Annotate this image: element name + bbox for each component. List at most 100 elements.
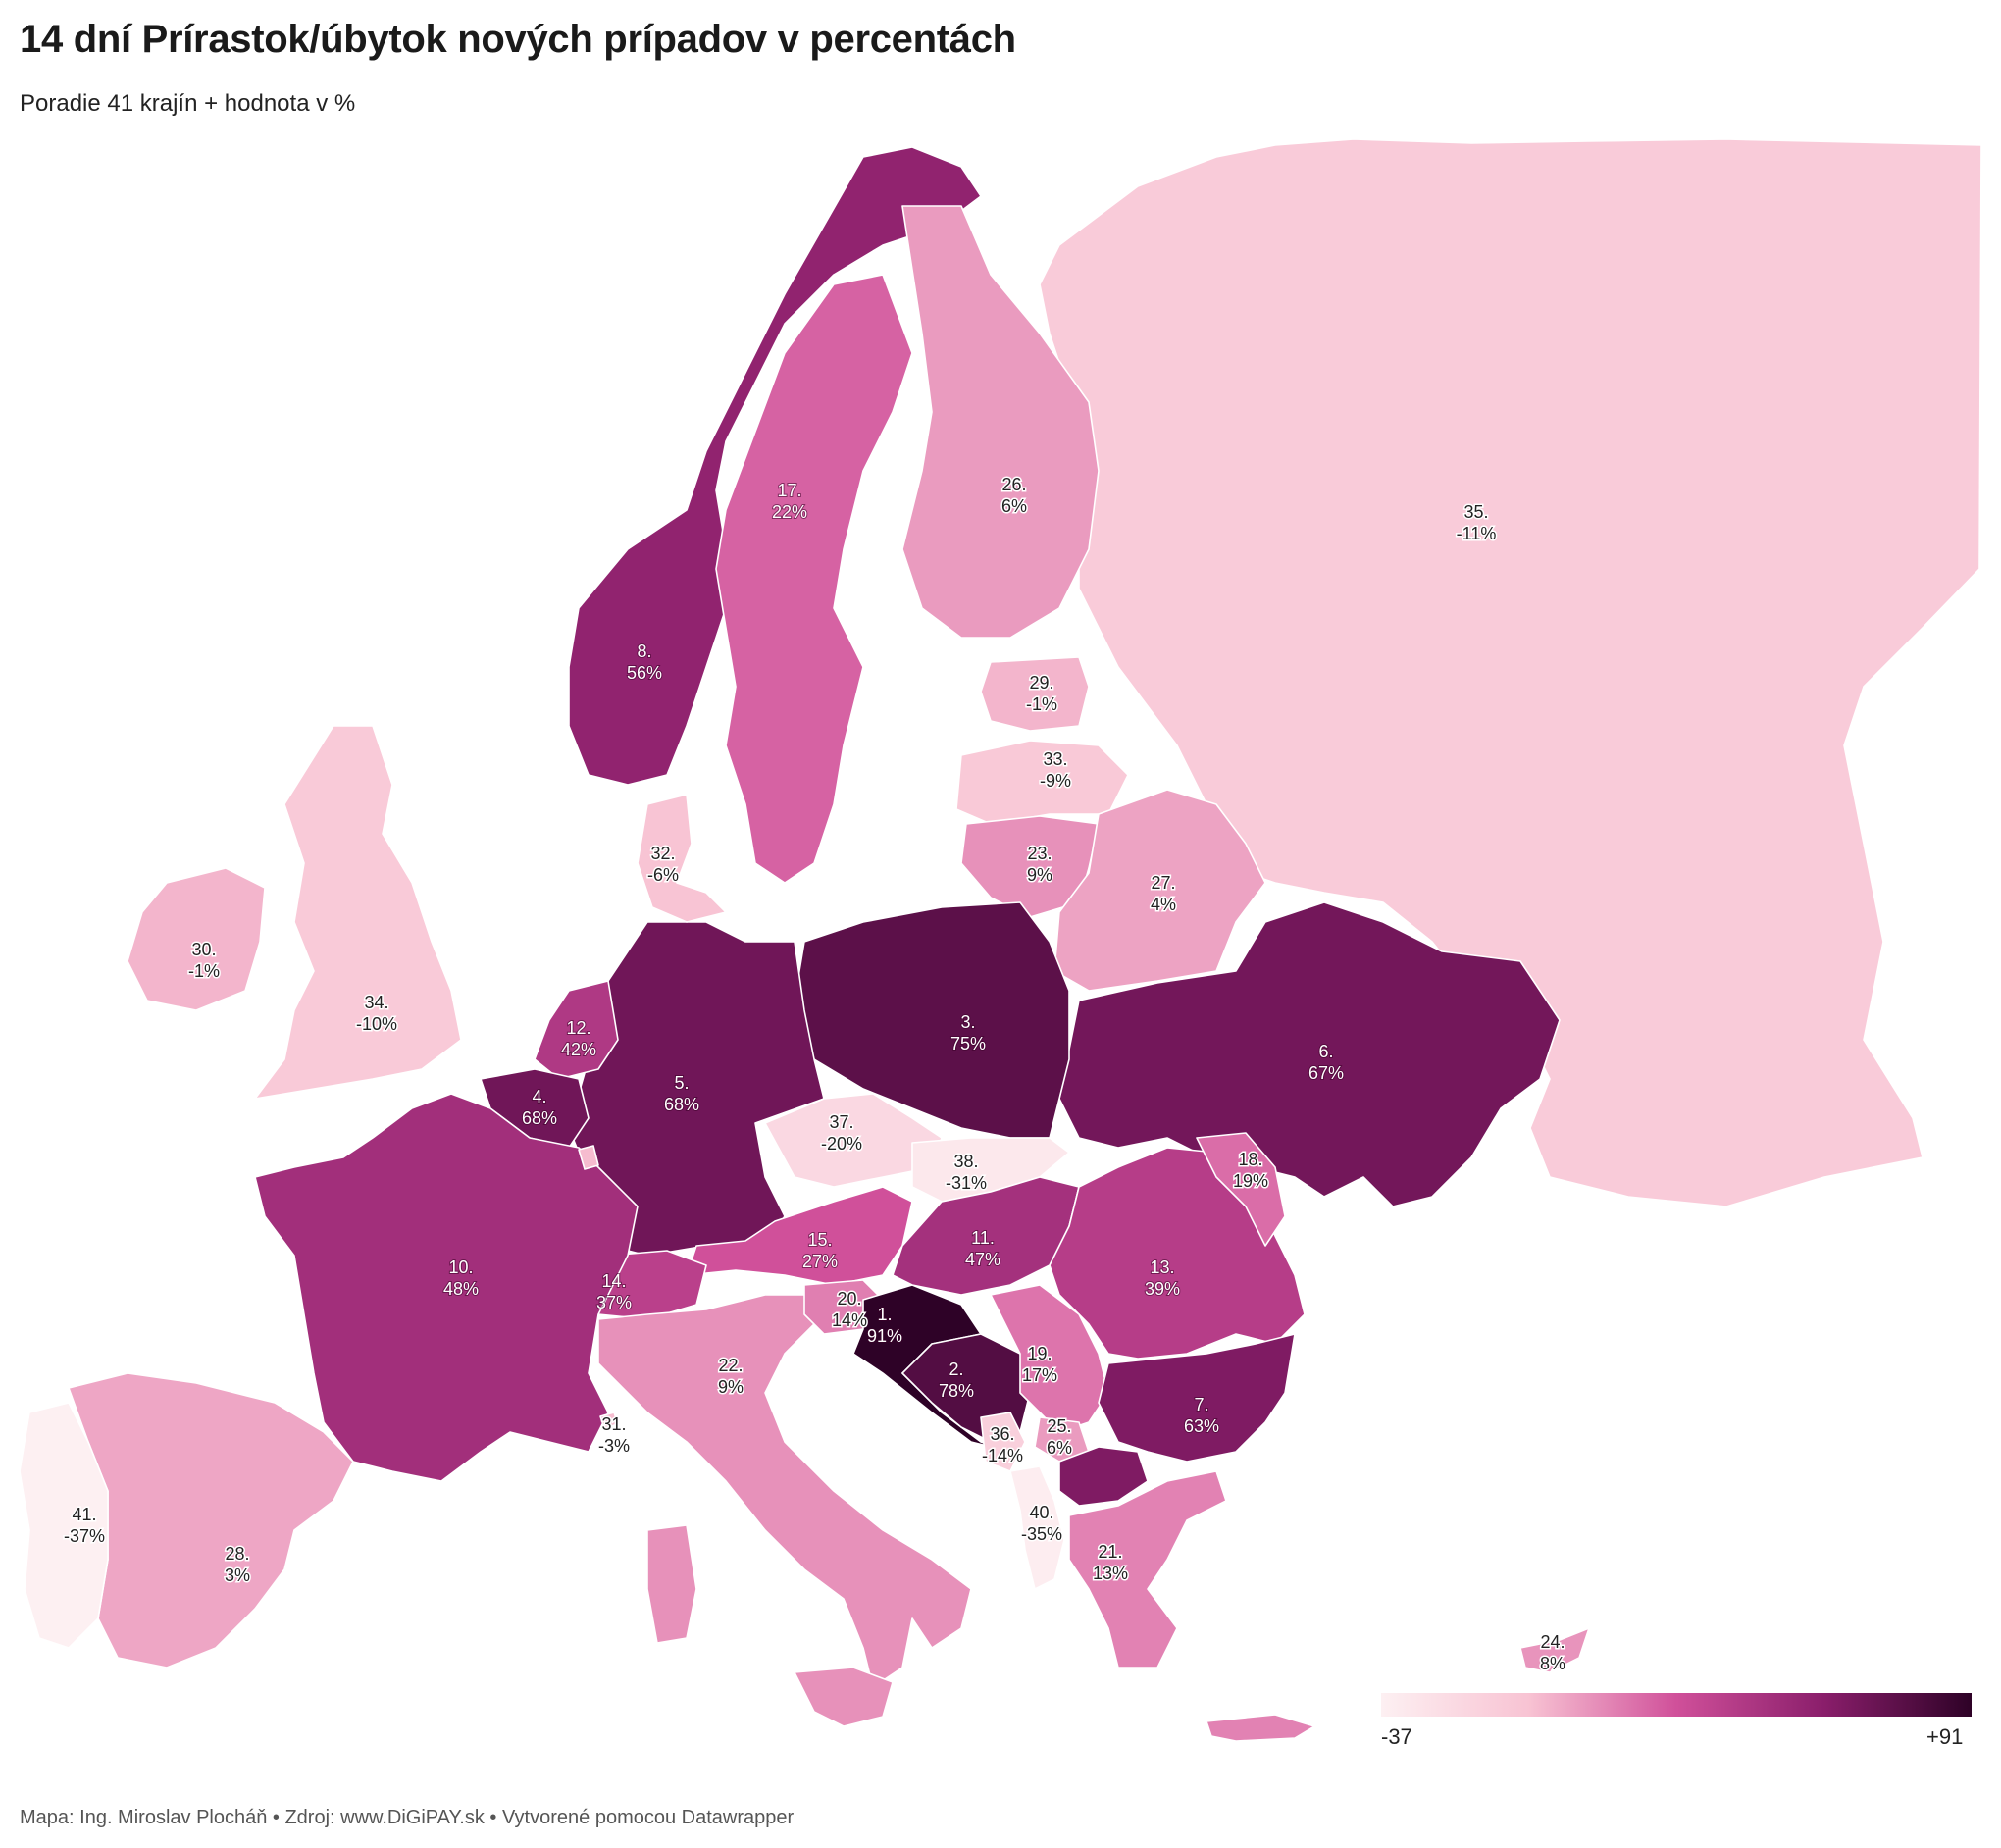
legend-max-label: +91 [1926,1724,1964,1749]
region-value-label: -9% [1040,771,1071,791]
region-value-label: -11% [1457,524,1497,543]
region-rank-label: 11. [971,1228,995,1248]
region-serbia[interactable] [990,1284,1109,1433]
region-value-label: -20% [821,1134,862,1154]
region-france[interactable] [254,1093,639,1482]
region-north-macedonia[interactable] [1058,1446,1149,1507]
region-uk[interactable] [254,725,462,1100]
region-monaco[interactable] [599,1412,619,1429]
region-rank-label: 36. [990,1424,1014,1444]
region-rank-label: 6. [1318,1042,1333,1061]
region-moldova[interactable] [1196,1132,1286,1247]
region-value-label: 6% [1001,496,1027,516]
region-rank-label: 40. [1029,1503,1053,1522]
region-bulgaria[interactable] [1098,1333,1296,1463]
region-sweden[interactable] [715,274,913,884]
region-albania[interactable] [1009,1465,1065,1590]
region-denmark[interactable] [637,794,727,923]
region-italy-sardinia[interactable] [646,1524,697,1644]
region-value-label: 47% [965,1250,1000,1269]
region-portugal[interactable] [19,1402,109,1649]
region-value-label: 19% [1233,1171,1268,1191]
region-value-label: 63% [1184,1416,1219,1436]
region-rank-label: 3. [960,1012,975,1032]
region-rank-label: 29. [1029,673,1053,693]
region-rank-label: 41. [72,1505,96,1524]
region-rank-label: 33. [1043,749,1067,769]
region-value-label: 3% [225,1566,250,1585]
legend-min-label: -37 [1381,1724,1412,1749]
region-value-label: 42% [561,1040,596,1059]
region-montenegro[interactable] [980,1412,1026,1472]
region-rank-label: 25. [1047,1416,1071,1436]
region-value-label: 9% [1027,865,1052,885]
region-rank-label: 22. [718,1356,743,1375]
region-rank-label: 5. [674,1073,689,1093]
region-value-label: -31% [946,1173,987,1193]
region-value-label: -10% [356,1014,397,1034]
region-rank-label: 18. [1238,1150,1262,1169]
region-rank-label: 34. [364,993,388,1012]
region-russia[interactable] [1039,138,1982,1207]
region-value-label: -3% [598,1436,630,1456]
region-rank-label: 2. [949,1360,963,1379]
region-estonia[interactable] [980,656,1090,732]
region-value-label: 91% [867,1326,902,1346]
region-value-label: -37% [64,1526,105,1546]
region-value-label: 68% [522,1108,557,1128]
region-ireland[interactable] [127,867,266,1011]
region-value-label: 27% [802,1252,838,1271]
region-rank-label: 21. [1098,1542,1122,1562]
region-italy-sicily[interactable] [794,1667,894,1727]
region-value-label: 39% [1145,1279,1180,1299]
region-rank-label: 37. [829,1112,853,1132]
region-value-label: 6% [1047,1438,1072,1458]
region-rank-label: 23. [1027,844,1052,863]
map-subtitle: Poradie 41 krajín + hodnota v % [20,90,356,117]
region-rank-label: 7. [1194,1395,1208,1414]
region-cyprus[interactable] [1519,1627,1590,1673]
region-value-label: 4% [1151,895,1176,914]
region-rank-label: 26. [1001,475,1026,494]
region-value-label: -1% [1026,694,1057,714]
region-value-label: 8% [1540,1654,1565,1673]
region-rank-label: 38. [953,1152,978,1171]
region-rank-label: 13. [1150,1258,1174,1277]
region-value-label: -14% [982,1446,1023,1465]
region-rank-label: 10. [448,1258,473,1277]
region-rank-label: 19. [1027,1344,1052,1363]
region-rank-label: 8. [637,642,651,661]
region-rank-label: 24. [1540,1632,1565,1652]
region-value-label: 68% [664,1095,699,1114]
region-rank-label: 35. [1463,502,1488,522]
region-value-label: 14% [832,1310,867,1330]
region-greece-crete[interactable] [1206,1714,1315,1742]
region-belarus[interactable] [1053,789,1266,992]
region-value-label: 9% [718,1377,744,1397]
region-rank-label: 27. [1151,873,1175,893]
map-title: 14 dní Prírastok/úbytok nových prípadov … [20,18,1016,61]
region-finland[interactable] [901,205,1100,639]
region-poland[interactable] [794,901,1070,1139]
region-value-label: 67% [1308,1063,1344,1083]
region-rank-label: 32. [650,844,675,863]
region-rank-label: 31. [601,1414,626,1434]
region-value-label: 56% [627,663,662,683]
region-value-label: 37% [596,1293,632,1312]
region-luxembourg[interactable] [578,1145,599,1170]
region-spain[interactable] [68,1372,354,1668]
region-greece[interactable] [1068,1470,1227,1668]
region-ukraine[interactable] [1058,901,1561,1207]
region-value-label: 48% [443,1279,479,1299]
region-value-label: 22% [772,502,807,522]
legend-color-scale [1381,1693,1972,1717]
region-rank-label: 28. [225,1544,249,1564]
region-rank-label: 15. [807,1230,832,1250]
region-netherlands[interactable] [534,980,619,1080]
region-value-label: -6% [647,865,679,885]
region-croatia[interactable] [852,1284,1011,1453]
region-rank-label: 20. [837,1289,861,1309]
region-value-label: 75% [950,1034,986,1053]
region-rank-label: 17. [777,481,801,500]
